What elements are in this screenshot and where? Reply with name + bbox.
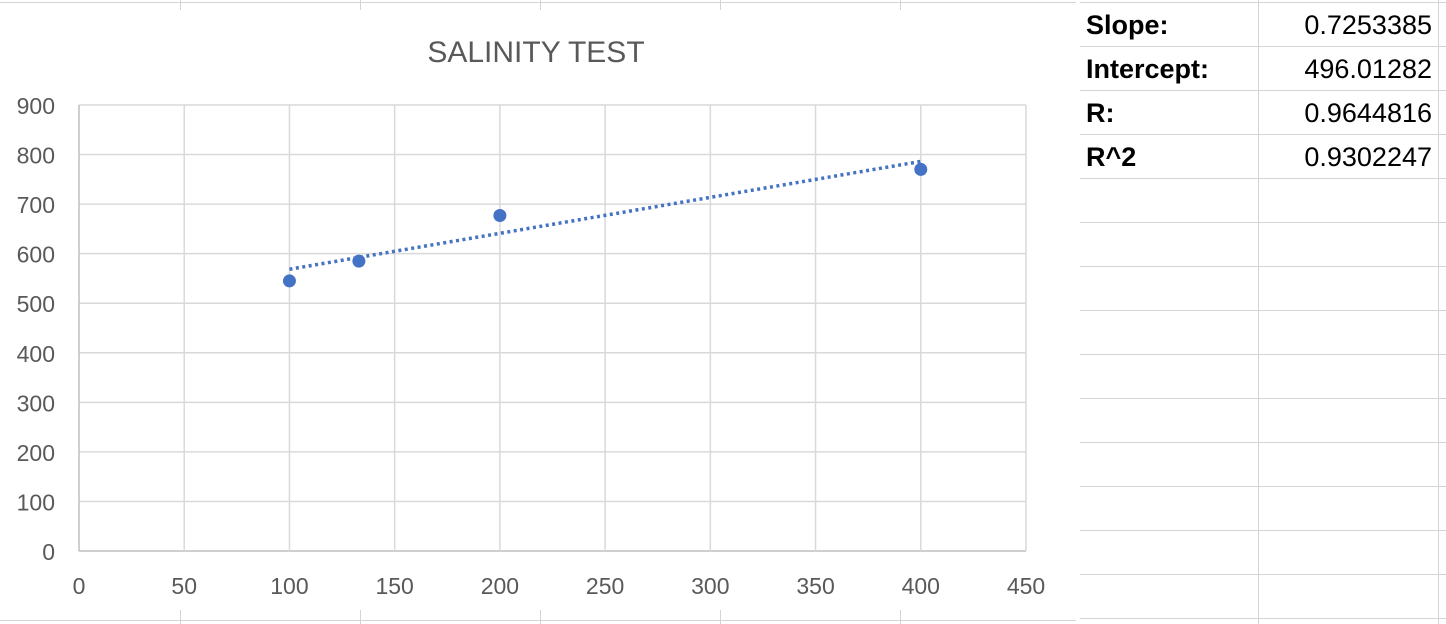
stats-row-divider: [1080, 530, 1446, 531]
r-value[interactable]: 0.9644816: [1304, 98, 1432, 128]
tick-labels: 0 100 200 300 400 500 600 700 800 900 0 50 100 150 200…: [17, 93, 1046, 599]
salinity-scatter-chart: SALINITY TEST 01002003004005006007008009…: [17, 36, 1046, 599]
r-label[interactable]: R:: [1086, 98, 1115, 128]
r-squared-label[interactable]: R^2: [1086, 142, 1137, 172]
chart-title: SALINITY TEST: [427, 36, 644, 69]
data-point[interactable]: [493, 209, 507, 223]
x-tick-label: 50: [171, 573, 197, 599]
y-tick-label: 300: [17, 390, 55, 416]
trendline-layer: [289, 159, 922, 271]
data-point[interactable]: [282, 274, 296, 288]
stats-row-divider: [1080, 310, 1446, 311]
y-tick-label: 100: [17, 489, 55, 515]
slope-value[interactable]: 0.7253385: [1304, 10, 1432, 40]
y-tick-label: 400: [17, 341, 55, 367]
stats-row-divider: [1080, 442, 1446, 443]
stats-row-divider: [1080, 90, 1446, 91]
y-tick-label: 0: [42, 539, 55, 565]
stats-column-divider: [1258, 0, 1259, 624]
data-point[interactable]: [352, 254, 366, 268]
stats-row-divider: [1080, 222, 1446, 223]
y-tick-label: 800: [17, 143, 55, 169]
linear-trendline: [289, 159, 922, 271]
y-tick-label: 700: [17, 192, 55, 218]
x-tick-label: 450: [1007, 573, 1045, 599]
data-points: [282, 162, 928, 288]
stats-row-divider: [1080, 618, 1446, 619]
chart-area[interactable]: SALINITY TEST 0 100 200 300 400 500 600 700 800 9…: [0, 10, 1068, 610]
stats-row-divider: [1080, 354, 1446, 355]
x-tick-label: 300: [691, 573, 729, 599]
stats-row-divider: [1080, 574, 1446, 575]
intercept-value[interactable]: 496.01282: [1304, 54, 1432, 84]
stats-row-divider: [1080, 398, 1446, 399]
x-tick-label: 400: [902, 573, 940, 599]
x-tick-label: 200: [481, 573, 519, 599]
x-tick-label: 150: [375, 573, 413, 599]
r-squared-value[interactable]: 0.9302247: [1304, 142, 1432, 172]
stats-row-divider: [1080, 2, 1446, 3]
stats-row-divider: [1080, 486, 1446, 487]
stats-row-divider: [1080, 46, 1446, 47]
x-tick-label: 350: [796, 573, 834, 599]
x-tick-label: 250: [586, 573, 624, 599]
stats-row-divider: [1080, 178, 1446, 179]
y-tick-label: 900: [17, 93, 55, 119]
y-tick-label: 500: [17, 291, 55, 317]
y-tick-label: 600: [17, 242, 55, 268]
regression-stats-table: [1076, 0, 1446, 624]
x-tick-label: 100: [270, 573, 308, 599]
stats-row-divider: [1080, 266, 1446, 267]
stats-column-divider: [1438, 0, 1439, 624]
data-point[interactable]: [914, 162, 928, 176]
slope-label[interactable]: Slope:: [1086, 10, 1169, 40]
y-tick-label: 200: [17, 440, 55, 466]
gridlines: [78, 104, 1027, 552]
stats-row-divider: [1080, 134, 1446, 135]
x-tick-label: 0: [73, 573, 86, 599]
intercept-label[interactable]: Intercept:: [1086, 54, 1210, 84]
